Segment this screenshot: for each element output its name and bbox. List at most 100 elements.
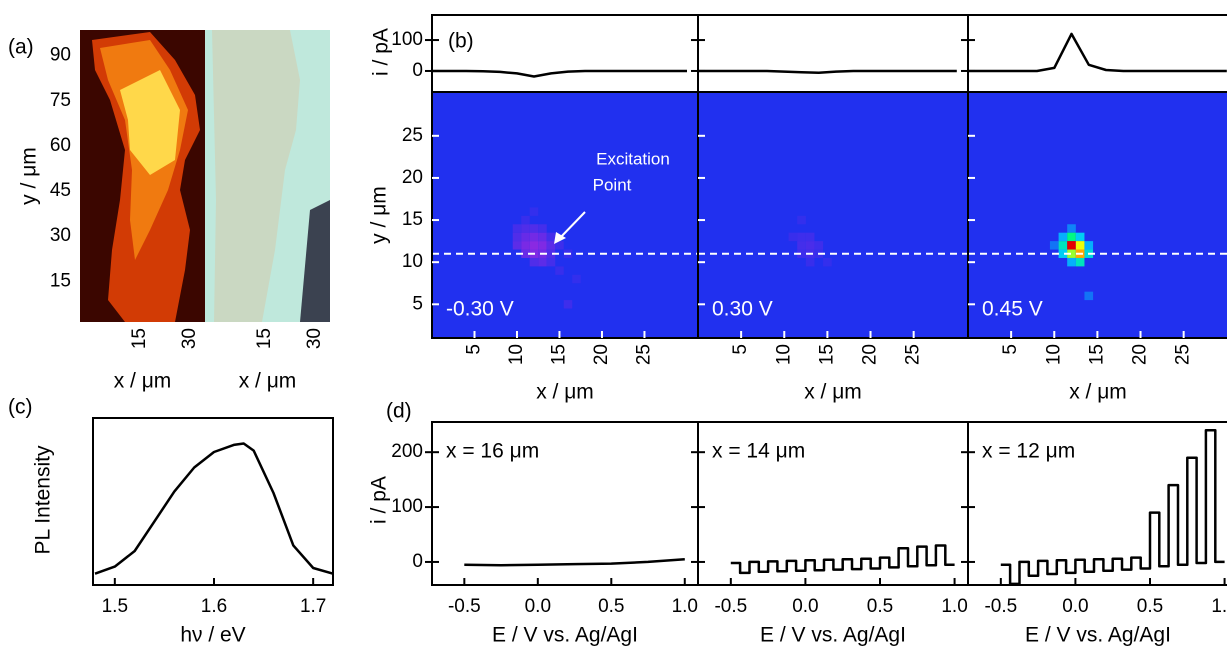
annotation: Excitation Point (593, 149, 670, 194)
x-tick-label: 25 (633, 344, 654, 365)
heatmap-cell (546, 257, 556, 267)
heatmap-cell (521, 232, 530, 242)
heatmap-cell (555, 266, 564, 275)
heatmap-cell (797, 249, 806, 258)
x-tick-label: 25 (1173, 344, 1194, 365)
y-axis-label: y / μm (18, 147, 41, 205)
heatmap-cell (529, 224, 539, 233)
y-tick-label: 100 (391, 496, 423, 517)
data-line (730, 544, 955, 575)
heatmap-cell (797, 215, 806, 225)
x-tick-label: 1.0 (672, 596, 698, 617)
panel-annotation: 0.30 V (712, 298, 773, 321)
heatmap-cell (512, 232, 522, 242)
heatmap-cell (538, 224, 547, 233)
heatmap-cell (529, 232, 539, 242)
data-line (464, 557, 685, 567)
optical-image (205, 30, 330, 322)
x-tick-label: 15 (254, 328, 275, 349)
x-axis-label: x / μm (1069, 381, 1127, 404)
heatmap-cell (512, 241, 522, 250)
x-axis-label: x / μm (114, 370, 172, 393)
heatmap-cell (529, 207, 539, 216)
heatmap-cell (572, 274, 581, 284)
heatmap-cell (1049, 241, 1059, 250)
panel-label: (a) (8, 36, 34, 59)
panel-annotation: -0.30 V (446, 298, 514, 321)
x-tick-label: 10 (773, 344, 794, 365)
plot-area (94, 442, 333, 575)
heatmap-cell (1058, 232, 1068, 242)
x-tick-label: 1.0 (1211, 596, 1227, 617)
x-tick-label: 0.0 (1062, 596, 1088, 617)
y-axis-label: i / pA (370, 28, 393, 76)
heatmap-cell (1084, 291, 1094, 301)
x-axis-label: E / V vs. Ag/AgI (492, 624, 638, 647)
y-tick-label: 0 (412, 60, 423, 81)
x-tick-label: 25 (903, 344, 924, 365)
x-tick-label: 20 (1130, 344, 1151, 365)
optical-flake (212, 30, 300, 322)
heatmap-background (698, 92, 968, 338)
panel-annotation: x = 14 μm (712, 440, 805, 463)
y-tick-label: 15 (402, 209, 423, 230)
annotation-arrow (557, 211, 586, 241)
annotation-text: Point (593, 175, 632, 194)
heatmap-cell (546, 232, 556, 242)
x-tick-label: -0.5 (714, 596, 747, 617)
x-tick-label: 20 (591, 344, 612, 365)
y-tick-label: 5 (412, 293, 423, 314)
x-tick-label: 5 (1000, 344, 1021, 355)
y-axis-label: y / μm (368, 186, 391, 244)
x-tick-label: 15 (1086, 344, 1107, 365)
heatmap-cell (1067, 232, 1076, 242)
panel-label: (c) (8, 396, 33, 419)
heatmap-cell (521, 215, 530, 225)
plot-area (464, 557, 685, 567)
heatmap-cell (814, 241, 824, 250)
plot-area (1000, 428, 1225, 585)
y-tick-label: 10 (402, 251, 423, 272)
panel-label: (b) (448, 30, 474, 53)
y-tick-label: 20 (402, 167, 423, 188)
data-line (432, 69, 687, 78)
heatmap-cell (788, 232, 798, 242)
data-line (698, 69, 957, 75)
x-tick-label: 20 (860, 344, 881, 365)
data-line (94, 442, 333, 575)
plot-area (698, 92, 968, 338)
heatmap-background (968, 92, 1227, 338)
annotation-arrowhead (554, 232, 566, 244)
x-axis-label: E / V vs. Ag/AgI (1025, 624, 1171, 647)
plot-area (698, 69, 957, 75)
heatmap-cell (1084, 241, 1094, 250)
heatmap-cell (538, 257, 547, 267)
x-axis-label: hν / eV (180, 624, 245, 647)
x-tick-label: 0.0 (525, 596, 551, 617)
x-tick-label: -0.5 (448, 596, 481, 617)
axes-frame (967, 421, 1227, 586)
heatmap-cell (805, 241, 815, 250)
heatmap-cell (538, 232, 547, 242)
x-tick-label: -0.5 (984, 596, 1017, 617)
x-tick-label: 5 (730, 344, 751, 355)
x-tick-label: 0.0 (792, 596, 818, 617)
heatmap-cell (823, 257, 832, 267)
y-tick-label: 15 (50, 270, 71, 291)
y-axis-label: i / pA (368, 476, 391, 524)
heatmap-cell (538, 241, 547, 250)
x-axis-label: x / μm (239, 370, 297, 393)
y-tick-label: 100 (391, 29, 423, 50)
y-tick-label: 200 (391, 441, 423, 462)
heatmap-cell (1067, 257, 1076, 267)
y-tick-label: 75 (50, 90, 71, 111)
heatmap-cell (1075, 241, 1085, 250)
x-axis-label: x / μm (536, 381, 594, 404)
x-tick-label: 0.5 (1137, 596, 1163, 617)
axes-frame (967, 91, 1227, 339)
y-tick-label: 25 (402, 125, 423, 146)
x-tick-label: 1.5 (102, 596, 128, 617)
heatmap-cell (563, 300, 573, 309)
heatmap-cell (546, 241, 556, 250)
